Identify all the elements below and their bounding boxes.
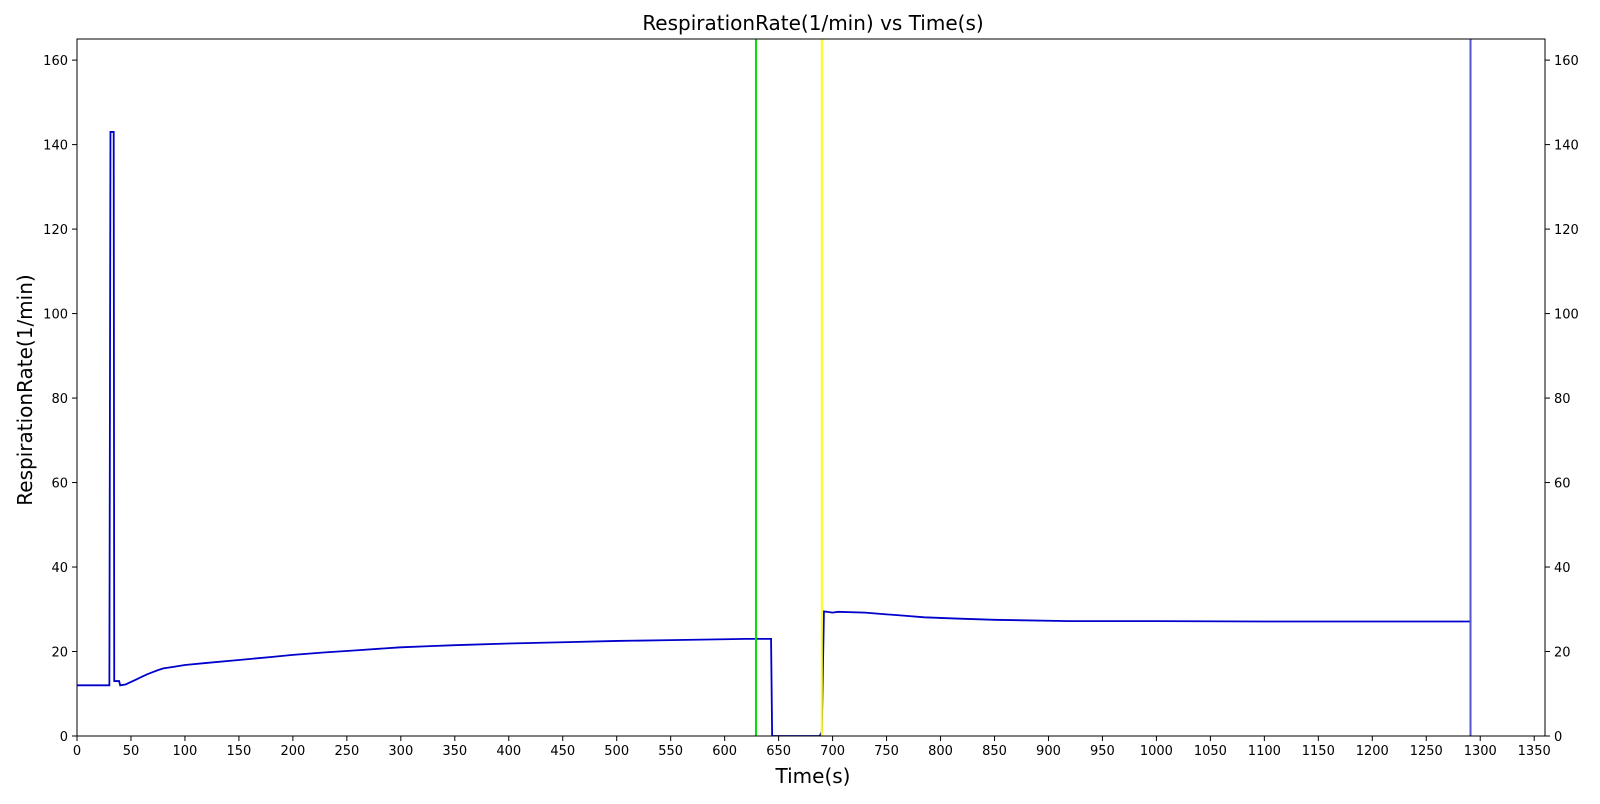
- plot-frame: [76, 38, 1546, 737]
- right-y-tick-label: 100: [1554, 308, 1579, 323]
- x-tick-label: 550: [658, 744, 683, 759]
- x-axis-label: Time(s): [775, 764, 851, 788]
- x-tick-label: 400: [496, 744, 521, 759]
- y-tick-label: 0: [60, 730, 68, 745]
- right-y-tick-label: 140: [1554, 139, 1579, 154]
- x-tick-label: 350: [442, 744, 467, 759]
- y-axis-label: RespirationRate(1/min): [13, 274, 37, 505]
- chart-title: RespirationRate(1/min) vs Time(s): [642, 11, 983, 35]
- x-tick-label: 1200: [1356, 744, 1389, 759]
- x-tick-label: 450: [550, 744, 575, 759]
- y-tick-label: 40: [51, 561, 68, 576]
- right-y-tick-label: 20: [1554, 646, 1571, 661]
- x-tick-label: 100: [173, 744, 198, 759]
- right-y-tick-label: 60: [1554, 477, 1571, 492]
- x-tick-label: 700: [820, 744, 845, 759]
- plot-area: 0 50 100 150 200 250 300 350 400 450 500 550 600 650 7…: [43, 38, 1579, 759]
- x-tick-label: 900: [1036, 744, 1061, 759]
- x-tick-label: 600: [712, 744, 737, 759]
- x-tick-label: 800: [928, 744, 953, 759]
- y-tick-label: 20: [51, 646, 68, 661]
- x-tick-label: 150: [226, 744, 251, 759]
- right-y-tick-label: 160: [1554, 54, 1579, 69]
- y-tick-label: 160: [43, 54, 68, 69]
- right-y-tick-label: 80: [1554, 392, 1571, 407]
- x-tick-label: 50: [123, 744, 140, 759]
- x-tick-label: 1150: [1302, 744, 1335, 759]
- y-tick-label: 80: [51, 392, 68, 407]
- x-tick-label: 850: [982, 744, 1007, 759]
- series-line-0: [77, 131, 1471, 736]
- right-y-tick-label: 0: [1554, 730, 1562, 745]
- x-tick-label: 200: [280, 744, 305, 759]
- y-tick-label: 140: [43, 139, 68, 154]
- y-tick-label: 60: [51, 477, 68, 492]
- x-tick-label: 1350: [1518, 744, 1551, 759]
- x-tick-label: 1250: [1410, 744, 1443, 759]
- x-tick-label: 1050: [1194, 744, 1227, 759]
- y-tick-label: 100: [43, 308, 68, 323]
- x-tick-label: 1000: [1140, 744, 1173, 759]
- x-tick-label: 1300: [1464, 744, 1497, 759]
- x-tick-label: 750: [874, 744, 899, 759]
- x-tick-label: 650: [766, 744, 791, 759]
- x-tick-label: 950: [1090, 744, 1115, 759]
- x-tick-label: 0: [73, 744, 81, 759]
- x-tick-label: 500: [604, 744, 629, 759]
- y-tick-label: 120: [43, 223, 68, 238]
- right-y-tick-label: 40: [1554, 561, 1571, 576]
- x-tick-label: 1100: [1248, 744, 1281, 759]
- x-tick-label: 250: [334, 744, 359, 759]
- right-y-tick-label: 120: [1554, 223, 1579, 238]
- x-tick-label: 300: [388, 744, 413, 759]
